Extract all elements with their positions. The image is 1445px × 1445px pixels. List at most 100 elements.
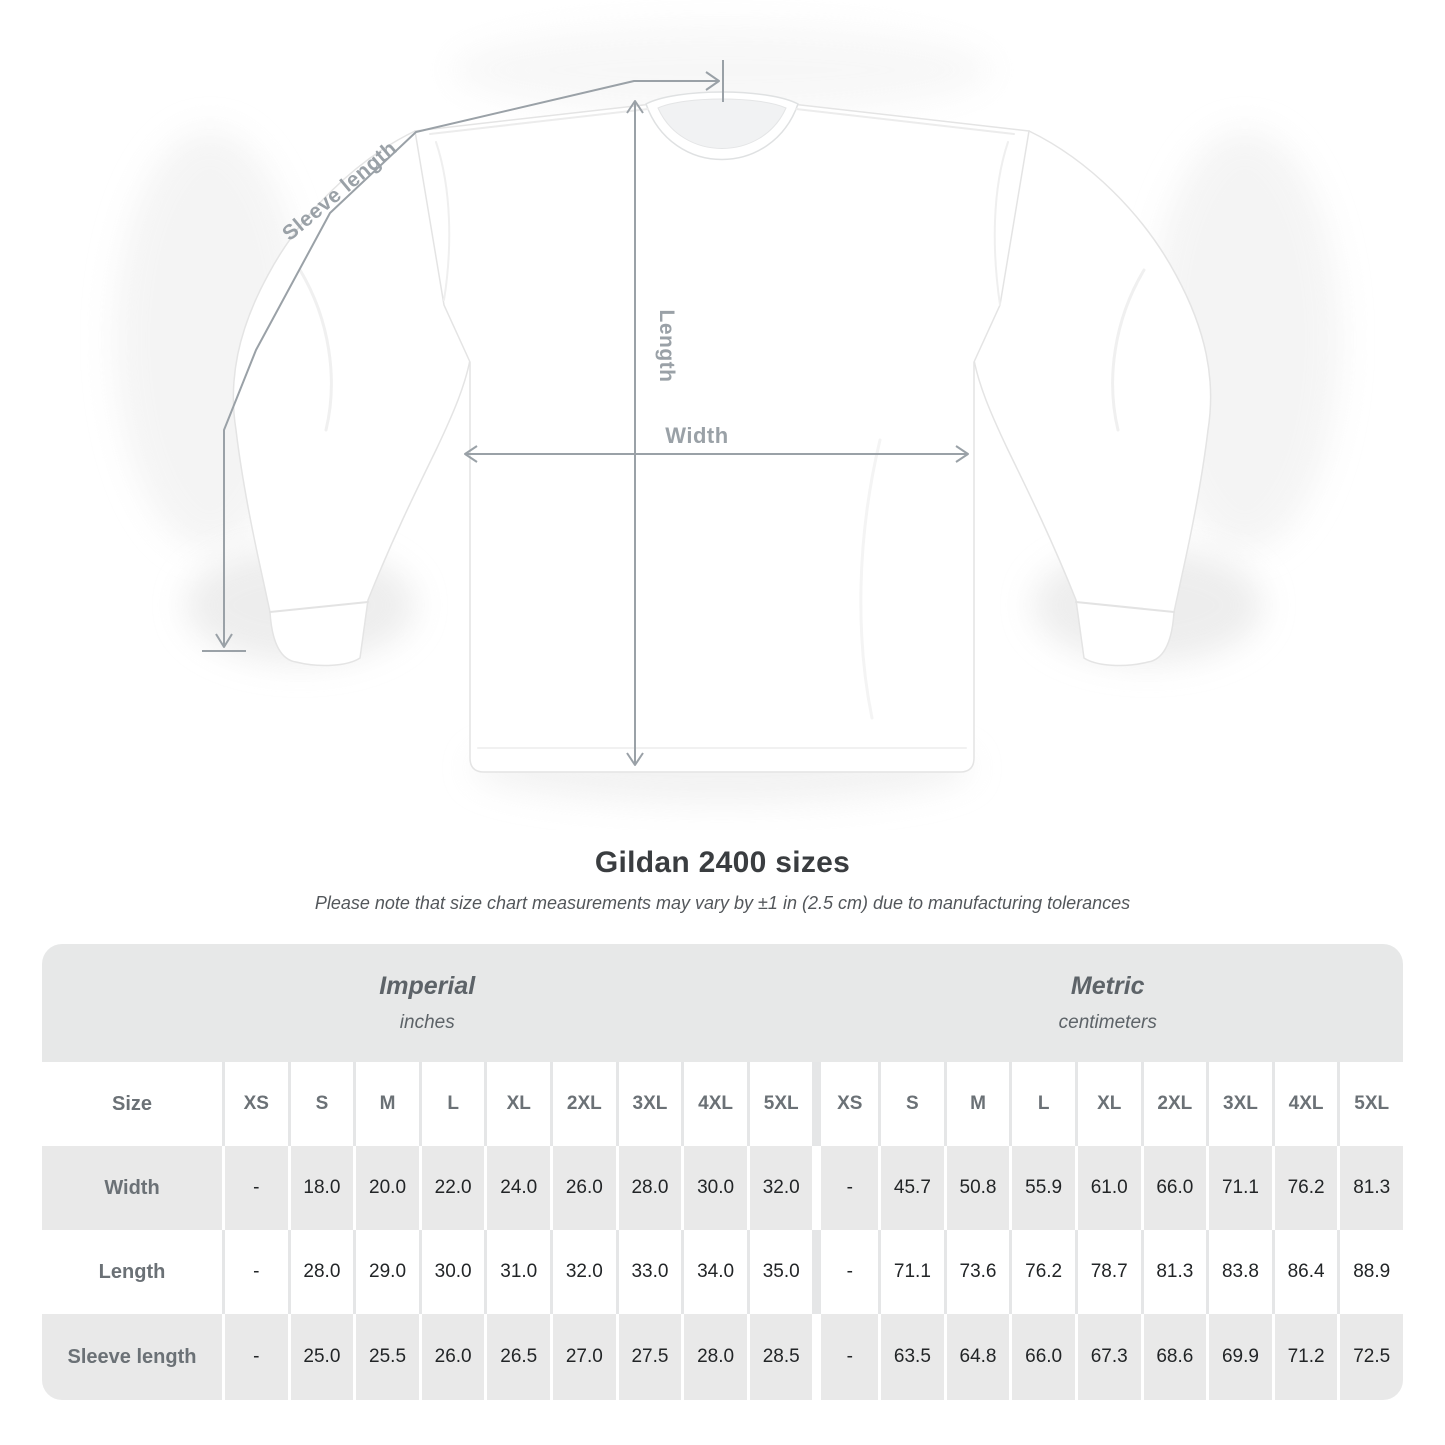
value-cell: 67.3	[1074, 1314, 1141, 1400]
value-cell: 69.9	[1206, 1314, 1272, 1400]
right-sleeve	[973, 130, 1212, 667]
value-cell: -	[812, 1314, 879, 1400]
size-header-cell: S	[878, 1062, 944, 1146]
value-cell: 26.0	[550, 1146, 616, 1230]
size-header-cell: 5XL	[746, 1062, 813, 1146]
value-cell: 27.0	[550, 1314, 616, 1400]
size-header-cell: 2XL	[550, 1062, 616, 1146]
value-cell: 26.0	[418, 1314, 485, 1400]
value-cell: 29.0	[353, 1230, 419, 1314]
value-cell: -	[222, 1146, 288, 1230]
size-header-cell: 4XL	[681, 1062, 747, 1146]
length-measure	[626, 100, 644, 766]
value-cell: 28.0	[681, 1314, 747, 1400]
shirt-illustration: Sleeve length Length Width	[115, 25, 1340, 804]
value-cell: 25.0	[287, 1314, 354, 1400]
value-cell: 71.1	[878, 1230, 944, 1314]
size-header-cell: 4XL	[1271, 1062, 1338, 1146]
value-cell: 66.0	[1009, 1314, 1075, 1400]
size-header-cell: XS	[222, 1062, 288, 1146]
size-header-cell: L	[1009, 1062, 1075, 1146]
chart-title: Gildan 2400 sizes	[594, 846, 851, 879]
value-cell: -	[812, 1230, 879, 1314]
sleeve-length-measure	[202, 60, 724, 652]
value-cell: 64.8	[943, 1314, 1010, 1400]
width-row: Width - 18.0 20.0 22.0 24.0 26.0 28.0 30…	[42, 1146, 1403, 1230]
value-cell: 76.2	[1009, 1230, 1075, 1314]
value-cell: 28.0	[287, 1230, 354, 1314]
value-cell: 32.0	[550, 1230, 616, 1314]
value-cell: 33.0	[615, 1230, 682, 1314]
metric-unit: centimeters	[1058, 1012, 1157, 1033]
size-header-cell: M	[943, 1062, 1010, 1146]
imperial-group-header: Imperial inches	[42, 944, 813, 1062]
size-header-cell: 3XL	[615, 1062, 682, 1146]
value-cell: 71.1	[1206, 1146, 1272, 1230]
value-cell: 26.5	[484, 1314, 551, 1400]
shirt-diagram: Sleeve length Length Width	[115, 25, 1340, 804]
value-cell: 18.0	[287, 1146, 354, 1230]
row-label: Width	[42, 1146, 222, 1230]
value-cell: -	[222, 1230, 288, 1314]
metric-group-header: Metric centimeters	[812, 944, 1403, 1062]
metric-label: Metric	[1070, 972, 1145, 1000]
value-cell: 31.0	[484, 1230, 551, 1314]
value-cell: 32.0	[746, 1146, 813, 1230]
value-cell: 72.5	[1337, 1314, 1403, 1400]
size-header-cell: XL	[484, 1062, 551, 1146]
value-cell: 81.3	[1140, 1230, 1207, 1314]
row-label: Sleeve length	[42, 1314, 222, 1400]
left-sleeve	[232, 130, 471, 667]
value-cell: 76.2	[1271, 1146, 1338, 1230]
length-label: Length	[655, 310, 678, 383]
value-cell: 63.5	[878, 1314, 944, 1400]
value-cell: 30.0	[681, 1146, 747, 1230]
tolerance-note: Please note that size chart measurements…	[314, 893, 1131, 913]
value-cell: -	[222, 1314, 288, 1400]
size-header-cell: 5XL	[1337, 1062, 1403, 1146]
collar	[645, 91, 799, 161]
value-cell: 45.7	[878, 1146, 944, 1230]
value-cell: 50.8	[943, 1146, 1010, 1230]
value-cell: 66.0	[1140, 1146, 1207, 1230]
row-label: Length	[42, 1230, 222, 1314]
value-cell: 28.0	[615, 1146, 682, 1230]
value-cell: 35.0	[746, 1230, 813, 1314]
value-cell: 28.5	[746, 1314, 813, 1400]
sleeve-length-row: Sleeve length - 25.0 25.5 26.0 26.5 27.0…	[42, 1314, 1403, 1400]
value-cell: 24.0	[484, 1146, 551, 1230]
imperial-label: Imperial	[379, 972, 476, 1000]
value-cell: 68.6	[1140, 1314, 1207, 1400]
value-cell: 55.9	[1009, 1146, 1075, 1230]
size-column-header: Size	[42, 1062, 222, 1146]
size-header-cell: M	[353, 1062, 419, 1146]
size-header-cell: XL	[1074, 1062, 1141, 1146]
value-cell: 20.0	[353, 1146, 419, 1230]
imperial-unit: inches	[399, 1012, 455, 1033]
shirt-seams	[269, 108, 1175, 749]
width-measure	[464, 445, 969, 463]
value-cell: 71.2	[1271, 1314, 1338, 1400]
value-cell: 73.6	[943, 1230, 1010, 1314]
size-header-cell: L	[418, 1062, 485, 1146]
value-cell: 27.5	[615, 1314, 682, 1400]
value-cell: 86.4	[1271, 1230, 1338, 1314]
value-cell: 30.0	[418, 1230, 485, 1314]
size-header-cell: 3XL	[1206, 1062, 1272, 1146]
value-cell: 34.0	[681, 1230, 747, 1314]
value-cell: 83.8	[1206, 1230, 1272, 1314]
size-header-cell: S	[287, 1062, 354, 1146]
value-cell: -	[812, 1146, 879, 1230]
value-cell: 61.0	[1074, 1146, 1141, 1230]
value-cell: 88.9	[1337, 1230, 1403, 1314]
value-cell: 22.0	[418, 1146, 485, 1230]
size-header-cell: 2XL	[1140, 1062, 1207, 1146]
size-table: Imperial inches Metric centimeters Size …	[42, 944, 1403, 1400]
value-cell: 25.5	[353, 1314, 419, 1400]
value-cell: 78.7	[1074, 1230, 1141, 1314]
width-label: Width	[665, 423, 728, 448]
size-header-row: Size XS S M L XL 2XL 3XL 4XL 5XL XS S M …	[42, 1062, 1403, 1146]
size-header-cell: XS	[812, 1062, 879, 1146]
unit-band-row: Imperial inches Metric centimeters	[42, 944, 1403, 1062]
